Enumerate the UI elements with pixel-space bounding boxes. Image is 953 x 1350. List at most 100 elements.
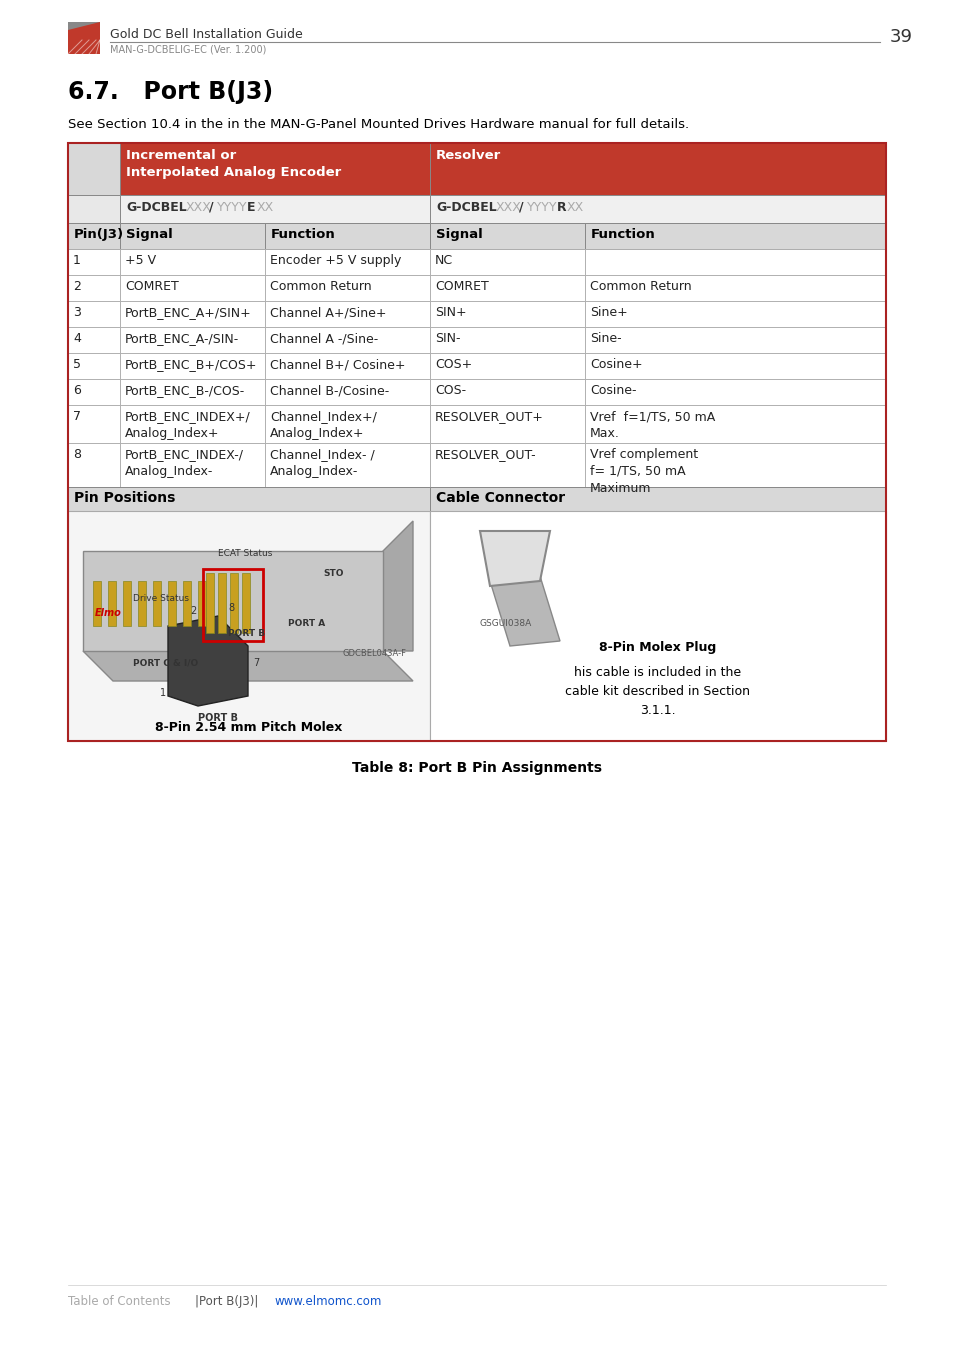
Bar <box>120 443 265 487</box>
Text: /: / <box>518 201 523 215</box>
Bar <box>242 572 250 633</box>
Text: MAN-G-DCBELIG-EC (Ver. 1.200): MAN-G-DCBELIG-EC (Ver. 1.200) <box>110 45 266 55</box>
Text: Incremental or
Interpolated Analog Encoder: Incremental or Interpolated Analog Encod… <box>126 148 341 180</box>
Text: his cable is included in the
cable kit described in Section
3.1.1.: his cable is included in the cable kit d… <box>565 666 750 717</box>
Bar <box>68 143 885 741</box>
Text: Function: Function <box>271 228 335 242</box>
Bar <box>68 405 120 443</box>
Bar <box>265 223 430 248</box>
Text: Channel B+/ Cosine+: Channel B+/ Cosine+ <box>270 358 405 371</box>
Text: 8: 8 <box>228 603 233 613</box>
Text: Common Return: Common Return <box>589 279 691 293</box>
Text: NC: NC <box>435 254 453 267</box>
Text: Gold DC Bell Installation Guide: Gold DC Bell Installation Guide <box>110 28 302 40</box>
Bar <box>265 379 430 405</box>
Text: RESOLVER_OUT+: RESOLVER_OUT+ <box>435 410 543 423</box>
Bar <box>120 194 430 223</box>
Bar <box>265 327 430 352</box>
Text: Elmo: Elmo <box>95 608 122 618</box>
Bar <box>92 580 101 626</box>
Text: RESOLVER_OUT-: RESOLVER_OUT- <box>435 448 536 460</box>
Text: Channel B-/Cosine-: Channel B-/Cosine- <box>270 383 389 397</box>
Bar <box>68 301 120 327</box>
Bar <box>430 352 584 379</box>
Bar <box>123 580 131 626</box>
Text: Signal: Signal <box>126 228 172 242</box>
Bar <box>430 443 584 487</box>
Polygon shape <box>479 531 550 586</box>
Text: XXX: XXX <box>496 201 521 215</box>
Text: 1: 1 <box>160 688 166 698</box>
Text: YYYY: YYYY <box>216 201 247 215</box>
Text: |Port B(J3)|: |Port B(J3)| <box>194 1295 258 1308</box>
Text: +5 V: +5 V <box>125 254 156 267</box>
Text: 4: 4 <box>73 332 81 346</box>
Text: PortB_ENC_A+/SIN+: PortB_ENC_A+/SIN+ <box>125 306 252 319</box>
Text: Encoder +5 V supply: Encoder +5 V supply <box>270 254 401 267</box>
Text: 2: 2 <box>190 606 196 616</box>
Text: 39: 39 <box>889 28 912 46</box>
Bar <box>584 405 885 443</box>
Bar <box>152 580 161 626</box>
Text: Resolver: Resolver <box>436 148 500 162</box>
Bar <box>120 301 265 327</box>
Text: Vref  f=1/TS, 50 mA
Max.: Vref f=1/TS, 50 mA Max. <box>589 410 715 440</box>
Bar <box>68 143 120 194</box>
Text: SIN+: SIN+ <box>435 306 466 319</box>
Bar <box>198 580 206 626</box>
Bar <box>265 352 430 379</box>
Bar <box>265 405 430 443</box>
Text: G-DCBEL: G-DCBEL <box>126 201 187 215</box>
Text: 2: 2 <box>73 279 81 293</box>
Text: COS+: COS+ <box>435 358 472 371</box>
Text: 8-Pin 2.54 mm Pitch Molex: 8-Pin 2.54 mm Pitch Molex <box>155 721 342 734</box>
Text: 7: 7 <box>73 410 81 423</box>
Polygon shape <box>168 616 248 706</box>
Text: 8-Pin Molex Plug: 8-Pin Molex Plug <box>598 641 716 653</box>
Text: Cosine+: Cosine+ <box>589 358 642 371</box>
Bar <box>203 568 263 641</box>
Text: Common Return: Common Return <box>270 279 372 293</box>
Text: 3: 3 <box>73 306 81 319</box>
Polygon shape <box>83 551 382 651</box>
Bar <box>430 327 584 352</box>
Text: Channel_Index- /
Analog_Index-: Channel_Index- / Analog_Index- <box>270 448 375 478</box>
Bar <box>183 580 191 626</box>
Text: 5: 5 <box>73 358 81 371</box>
Text: Channel A -/Sine-: Channel A -/Sine- <box>270 332 377 346</box>
Bar <box>265 301 430 327</box>
Text: PORT A: PORT A <box>288 620 325 628</box>
Bar <box>430 379 584 405</box>
Text: Cosine-: Cosine- <box>589 383 636 397</box>
Bar <box>206 572 213 633</box>
Bar <box>430 143 885 194</box>
Bar <box>120 405 265 443</box>
Bar <box>430 405 584 443</box>
Bar <box>430 487 885 512</box>
Bar <box>230 572 237 633</box>
Text: PortB_ENC_INDEX+/
Analog_Index+: PortB_ENC_INDEX+/ Analog_Index+ <box>125 410 251 440</box>
Text: Pin(J3): Pin(J3) <box>74 228 124 242</box>
Bar <box>584 248 885 275</box>
Bar <box>68 487 430 512</box>
Bar <box>584 352 885 379</box>
Text: GSGUI038A: GSGUI038A <box>479 620 532 628</box>
Bar <box>120 248 265 275</box>
Text: GDCBEL043A-F: GDCBEL043A-F <box>343 649 407 657</box>
Text: Drive Status: Drive Status <box>132 594 189 603</box>
Bar <box>68 443 120 487</box>
Text: Function: Function <box>590 228 655 242</box>
Polygon shape <box>83 651 413 680</box>
Bar <box>265 443 430 487</box>
Bar <box>68 22 100 54</box>
Bar <box>430 275 584 301</box>
Bar <box>138 580 146 626</box>
Bar <box>120 379 265 405</box>
Bar <box>68 327 120 352</box>
Bar <box>108 580 116 626</box>
Bar <box>584 443 885 487</box>
Text: Channel_Index+/
Analog_Index+: Channel_Index+/ Analog_Index+ <box>270 410 376 440</box>
Text: www.elmomc.com: www.elmomc.com <box>274 1295 382 1308</box>
Text: COS-: COS- <box>435 383 466 397</box>
Bar <box>584 275 885 301</box>
